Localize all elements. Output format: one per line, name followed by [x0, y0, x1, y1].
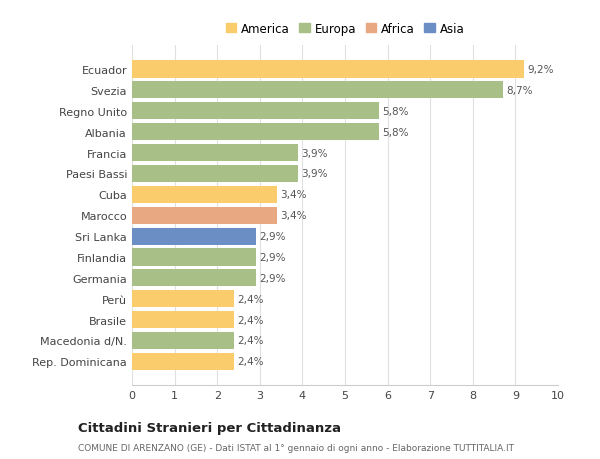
Text: 2,4%: 2,4%: [238, 336, 264, 346]
Text: 2,9%: 2,9%: [259, 273, 286, 283]
Text: 3,9%: 3,9%: [302, 148, 328, 158]
Text: 3,9%: 3,9%: [302, 169, 328, 179]
Text: 2,9%: 2,9%: [259, 252, 286, 263]
Legend: America, Europa, Africa, Asia: America, Europa, Africa, Asia: [221, 18, 469, 40]
Bar: [132, 270, 256, 287]
Bar: [132, 228, 256, 245]
Text: 2,4%: 2,4%: [238, 294, 264, 304]
Text: 3,4%: 3,4%: [280, 211, 307, 221]
Bar: [132, 207, 277, 224]
Text: 2,4%: 2,4%: [238, 357, 264, 367]
Text: 9,2%: 9,2%: [527, 65, 554, 75]
Text: 2,9%: 2,9%: [259, 232, 286, 241]
Bar: [132, 249, 256, 266]
Text: 8,7%: 8,7%: [506, 86, 533, 96]
Bar: [132, 103, 379, 120]
Text: 5,8%: 5,8%: [382, 106, 409, 117]
Bar: [132, 124, 379, 141]
Text: Cittadini Stranieri per Cittadinanza: Cittadini Stranieri per Cittadinanza: [78, 421, 341, 434]
Bar: [132, 186, 277, 203]
Bar: [132, 145, 298, 162]
Bar: [132, 166, 298, 183]
Bar: [132, 311, 234, 329]
Text: 5,8%: 5,8%: [382, 128, 409, 137]
Bar: [132, 82, 503, 99]
Text: 2,4%: 2,4%: [238, 315, 264, 325]
Text: COMUNE DI ARENZANO (GE) - Dati ISTAT al 1° gennaio di ogni anno - Elaborazione T: COMUNE DI ARENZANO (GE) - Dati ISTAT al …: [78, 443, 514, 452]
Bar: [132, 353, 234, 370]
Text: 3,4%: 3,4%: [280, 190, 307, 200]
Bar: [132, 62, 524, 78]
Bar: [132, 332, 234, 349]
Bar: [132, 291, 234, 308]
